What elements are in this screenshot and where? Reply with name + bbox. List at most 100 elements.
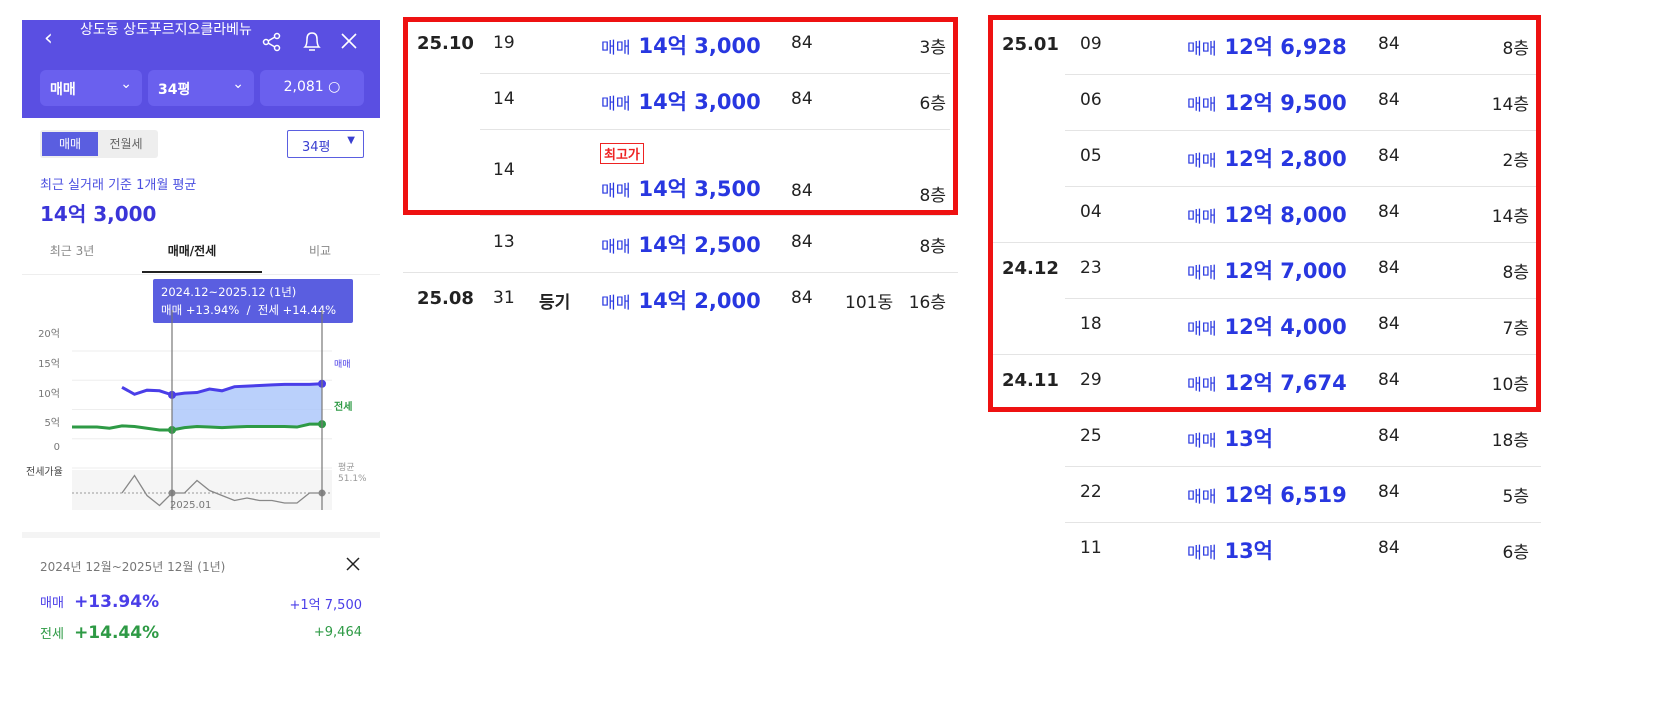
row-area: 84 xyxy=(1378,90,1400,110)
period-title: 2024년 12월~2025년 12월 (1년) xyxy=(40,560,226,574)
close-icon[interactable] xyxy=(346,557,360,571)
period-row-sale: 매매 +13.94% +1억 7,500 xyxy=(40,592,362,613)
row-price-value: 12억 7,674 xyxy=(1224,371,1347,395)
table-row[interactable]: 11 매매 13억 84 6층 xyxy=(988,522,1541,578)
row-floor: 14층 xyxy=(1491,207,1529,227)
divider xyxy=(22,532,380,538)
legend-jeonse: 전세 xyxy=(334,402,353,413)
row-day: 14 xyxy=(493,160,515,180)
table-row[interactable]: 25.08 31 등기 매매 14억 2,000 84 101동 16층 xyxy=(403,272,958,328)
row-day: 25 xyxy=(1080,426,1102,446)
tooltip-range: 2024.12~2025.12 (1년) xyxy=(161,285,297,299)
row-date: 25.10 xyxy=(417,33,474,54)
range-fill xyxy=(172,383,322,430)
transaction-table-middle: 25.10 19 매매 14억 3,000 84 3층 14 매매 14억 3,000 84 6층 1… xyxy=(403,17,958,337)
row-date: 25.08 xyxy=(417,288,474,309)
row-day: 19 xyxy=(493,33,515,53)
row-date: 25.01 xyxy=(1002,34,1059,55)
row-price-value: 12억 4,000 xyxy=(1224,315,1347,339)
table-row[interactable]: 14 매매 14억 3,000 84 6층 xyxy=(403,73,958,129)
table-row[interactable]: 18 매매 12억 4,000 84 7층 xyxy=(988,298,1541,354)
row-type: 매매 xyxy=(1187,95,1217,114)
table-row[interactable]: 25.01 09 매매 12억 6,928 84 8층 xyxy=(988,18,1541,74)
row-day: 29 xyxy=(1080,370,1102,390)
row-type: 매매 xyxy=(1187,431,1217,450)
row-type: 매매 xyxy=(601,236,631,256)
table-row[interactable]: 14 최고가 매매 14억 3,500 84 8층 xyxy=(403,129,958,215)
row-price: 매매 12억 6,519 xyxy=(1187,479,1347,509)
row-floor: 6층 xyxy=(919,94,946,114)
type-select[interactable]: 매매 ⌄ xyxy=(40,70,142,106)
chevron-down-icon: ⌄ xyxy=(120,76,132,92)
table-row[interactable]: 24.11 29 매매 12억 7,674 84 10층 xyxy=(988,354,1541,410)
row-price-value: 12억 6,928 xyxy=(1224,35,1347,59)
row-floor: 8층 xyxy=(919,236,946,257)
row-type: 매매 xyxy=(1187,487,1217,506)
comments-button[interactable]: 2,081 ○ xyxy=(260,70,364,106)
size-dropdown-value: 34평 xyxy=(302,140,331,155)
tab-sale-rent[interactable]: 매매/전세 xyxy=(167,244,217,258)
row-floor: 7층 xyxy=(1502,319,1529,339)
row-day: 14 xyxy=(493,89,515,109)
table-row[interactable]: 05 매매 12억 2,800 84 2층 xyxy=(988,130,1541,186)
period-amount: +9,464 xyxy=(313,625,362,640)
row-price: 매매 12억 4,000 xyxy=(1187,311,1347,341)
close-icon[interactable] xyxy=(340,32,358,50)
period-amount: +1억 7,500 xyxy=(289,598,362,613)
transaction-table-right: 25.01 09 매매 12억 6,928 84 8층 06 매매 12억 9,500 84 14층… xyxy=(988,15,1541,585)
row-day: 06 xyxy=(1080,90,1102,110)
table-row[interactable]: 25 매매 13억 84 18층 xyxy=(988,410,1541,466)
row-price: 매매 12억 2,800 xyxy=(1187,143,1347,173)
ratio-average-label: 평균 xyxy=(338,463,355,473)
table-row[interactable]: 13 매매 14억 2,500 84 8층 xyxy=(403,215,958,272)
chart-tooltip: 2024.12~2025.12 (1년) 매매 +13.94% / 전세 +14.… xyxy=(153,279,353,323)
row-divider xyxy=(403,272,958,273)
row-price-value: 12억 8,000 xyxy=(1224,203,1347,227)
toggle-rent[interactable]: 전월세 xyxy=(109,137,143,151)
toggle-sale[interactable]: 매매 xyxy=(42,132,98,156)
row-divider xyxy=(480,215,950,216)
summary-caption: 최근 실거래 기준 1개월 평균 xyxy=(40,178,197,193)
row-price: 매매 12억 9,500 xyxy=(1187,87,1347,117)
row-price-value: 14억 3,000 xyxy=(638,90,761,114)
bell-icon[interactable] xyxy=(302,30,322,52)
row-type: 매매 xyxy=(601,94,631,113)
row-type: 매매 xyxy=(1187,207,1217,226)
active-tab-indicator xyxy=(142,271,262,273)
table-row[interactable]: 04 매매 12억 8,000 84 14층 xyxy=(988,186,1541,242)
table-row[interactable]: 06 매매 12억 9,500 84 14층 xyxy=(988,74,1541,130)
size-select[interactable]: 34평 ⌄ xyxy=(148,70,254,106)
row-area: 84 xyxy=(791,181,813,201)
table-row[interactable]: 22 매매 12억 6,519 84 5층 xyxy=(988,466,1541,522)
price-chart[interactable] xyxy=(22,310,380,510)
period-label: 전세 xyxy=(40,627,64,642)
row-note: 등기 xyxy=(539,293,571,313)
row-type: 매매 xyxy=(1187,151,1217,170)
row-price: 매매 14억 3,000 xyxy=(601,30,761,60)
size-dropdown[interactable]: 34평 ▼ xyxy=(287,130,364,158)
row-type: 매매 xyxy=(1187,543,1217,562)
table-row[interactable]: 24.12 23 매매 12억 7,000 84 8층 xyxy=(988,242,1541,298)
share-icon[interactable] xyxy=(262,32,282,52)
row-price: 매매 13억 xyxy=(1187,535,1273,565)
row-floor: 14층 xyxy=(1491,95,1529,115)
table-row[interactable]: 25.10 19 매매 14억 3,000 84 3층 xyxy=(403,17,958,73)
row-type: 매매 xyxy=(1187,375,1217,394)
summary-price: 14억 3,000 xyxy=(40,202,157,226)
row-price-value: 12억 6,519 xyxy=(1224,483,1347,507)
tab-compare[interactable]: 비교 xyxy=(308,244,332,258)
row-day: 23 xyxy=(1080,258,1102,278)
tab-recent-3y[interactable]: 최근 3년 xyxy=(49,244,95,258)
row-divider xyxy=(1065,130,1541,131)
highest-price-badge: 최고가 xyxy=(600,143,644,164)
period-row-jeonse: 전세 +14.44% +9,464 xyxy=(40,623,362,643)
row-day: 04 xyxy=(1080,202,1102,222)
caret-down-icon: ▼ xyxy=(347,135,355,146)
row-floor: 2층 xyxy=(1502,151,1529,171)
back-icon[interactable]: ‹ xyxy=(44,26,53,51)
left-panel: ‹ 상도동 상도푸르지오클라베뉴 매매 ⌄ 34평 ⌄ 2,081 ○ 매매 전월세… xyxy=(22,20,380,700)
row-area: 84 xyxy=(1378,370,1400,390)
type-select-value: 매매 xyxy=(50,82,76,98)
row-area: 84 xyxy=(1378,258,1400,278)
row-type: 매매 xyxy=(601,181,631,200)
